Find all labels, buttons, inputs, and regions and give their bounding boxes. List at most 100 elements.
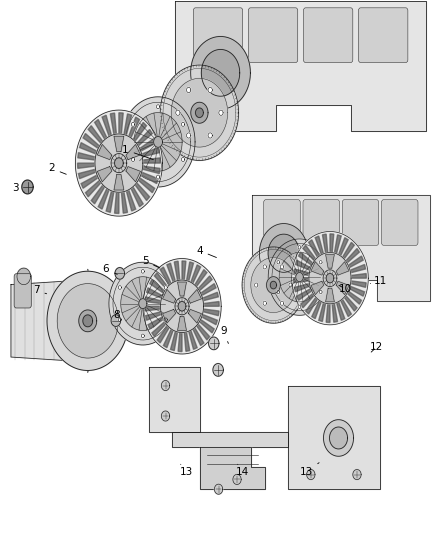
Polygon shape xyxy=(319,261,322,264)
Text: 8: 8 xyxy=(113,310,120,320)
Polygon shape xyxy=(203,302,219,306)
Polygon shape xyxy=(126,190,136,211)
Polygon shape xyxy=(350,281,366,287)
Polygon shape xyxy=(325,254,334,268)
FancyBboxPatch shape xyxy=(14,274,31,308)
FancyBboxPatch shape xyxy=(303,200,339,245)
Polygon shape xyxy=(307,470,315,480)
Polygon shape xyxy=(162,289,176,303)
Text: 2: 2 xyxy=(48,164,66,174)
Polygon shape xyxy=(140,138,157,151)
Polygon shape xyxy=(336,262,349,275)
Polygon shape xyxy=(319,303,325,321)
Polygon shape xyxy=(266,277,280,294)
Polygon shape xyxy=(270,281,276,289)
Polygon shape xyxy=(115,268,124,279)
Polygon shape xyxy=(309,240,319,257)
Polygon shape xyxy=(97,144,112,159)
Polygon shape xyxy=(191,102,208,123)
Polygon shape xyxy=(22,180,33,194)
Polygon shape xyxy=(184,332,190,351)
Polygon shape xyxy=(141,148,159,157)
Polygon shape xyxy=(219,110,223,115)
Polygon shape xyxy=(175,297,189,315)
Polygon shape xyxy=(332,303,338,322)
Polygon shape xyxy=(199,319,214,333)
Polygon shape xyxy=(79,310,97,332)
FancyBboxPatch shape xyxy=(248,8,298,62)
Polygon shape xyxy=(296,272,303,281)
Polygon shape xyxy=(115,192,119,214)
Polygon shape xyxy=(118,286,121,289)
Polygon shape xyxy=(145,297,161,303)
Polygon shape xyxy=(133,123,147,141)
Polygon shape xyxy=(187,133,191,138)
Polygon shape xyxy=(306,297,318,314)
Polygon shape xyxy=(312,301,321,319)
Polygon shape xyxy=(173,432,288,447)
Polygon shape xyxy=(188,309,201,323)
Polygon shape xyxy=(294,284,310,292)
FancyBboxPatch shape xyxy=(304,8,353,62)
Text: 10: 10 xyxy=(339,284,352,294)
FancyBboxPatch shape xyxy=(264,200,300,245)
Polygon shape xyxy=(80,143,97,154)
Polygon shape xyxy=(319,290,322,294)
Polygon shape xyxy=(78,169,96,179)
Polygon shape xyxy=(344,295,357,311)
Polygon shape xyxy=(294,269,309,276)
Text: 12: 12 xyxy=(370,342,383,352)
Polygon shape xyxy=(102,115,112,136)
Text: 13: 13 xyxy=(180,464,193,477)
Polygon shape xyxy=(148,317,163,329)
Polygon shape xyxy=(242,247,305,323)
Polygon shape xyxy=(336,302,345,320)
Text: 7: 7 xyxy=(33,285,46,295)
Polygon shape xyxy=(177,282,187,296)
Polygon shape xyxy=(129,117,140,138)
Polygon shape xyxy=(121,192,127,213)
Polygon shape xyxy=(141,334,145,338)
FancyBboxPatch shape xyxy=(381,200,418,245)
Polygon shape xyxy=(163,329,173,348)
Polygon shape xyxy=(160,65,239,160)
Polygon shape xyxy=(109,262,177,345)
Polygon shape xyxy=(268,239,331,316)
FancyBboxPatch shape xyxy=(193,8,243,62)
Polygon shape xyxy=(97,167,112,182)
Polygon shape xyxy=(126,167,141,182)
Polygon shape xyxy=(145,312,162,320)
Polygon shape xyxy=(208,133,212,138)
Polygon shape xyxy=(336,281,349,295)
Polygon shape xyxy=(154,136,162,147)
Polygon shape xyxy=(95,119,107,140)
Polygon shape xyxy=(311,281,324,295)
Polygon shape xyxy=(298,305,301,309)
Polygon shape xyxy=(162,309,176,323)
Polygon shape xyxy=(178,302,186,311)
Polygon shape xyxy=(139,298,147,309)
Polygon shape xyxy=(181,122,185,126)
Polygon shape xyxy=(119,113,123,134)
Polygon shape xyxy=(315,236,324,255)
Polygon shape xyxy=(293,278,309,283)
Polygon shape xyxy=(187,262,194,281)
Polygon shape xyxy=(324,419,353,456)
Polygon shape xyxy=(17,268,31,285)
Polygon shape xyxy=(259,223,308,283)
Polygon shape xyxy=(187,87,191,93)
Polygon shape xyxy=(177,317,187,330)
Polygon shape xyxy=(121,277,165,330)
Polygon shape xyxy=(160,267,171,285)
FancyBboxPatch shape xyxy=(358,8,408,62)
Polygon shape xyxy=(280,301,284,305)
Polygon shape xyxy=(292,231,368,325)
Polygon shape xyxy=(189,330,197,350)
Polygon shape xyxy=(203,309,219,316)
Polygon shape xyxy=(353,470,361,480)
Polygon shape xyxy=(201,314,217,325)
Polygon shape xyxy=(194,270,207,287)
Polygon shape xyxy=(346,248,360,263)
Polygon shape xyxy=(156,104,160,109)
Polygon shape xyxy=(233,474,241,484)
